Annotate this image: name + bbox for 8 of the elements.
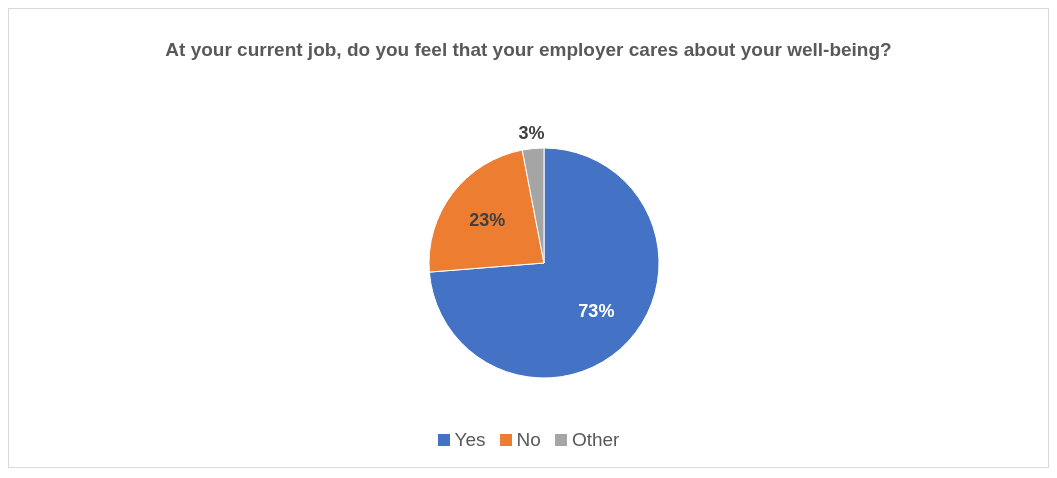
legend-label: Other (571, 429, 620, 451)
chart-title: At your current job, do you feel that your employer cares about your well-being? (164, 38, 893, 62)
legend-label: No (516, 429, 541, 451)
pie-slice (428, 147, 660, 379)
data-label: 73% (578, 301, 615, 322)
data-label: 23% (469, 209, 506, 230)
legend-label: Yes (454, 429, 486, 451)
data-label: 3% (518, 122, 545, 143)
